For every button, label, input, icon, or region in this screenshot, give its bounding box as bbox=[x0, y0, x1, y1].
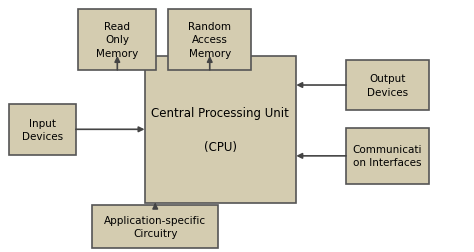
Text: Output
Devices: Output Devices bbox=[367, 74, 408, 97]
FancyBboxPatch shape bbox=[346, 60, 429, 111]
Text: Central Processing Unit

(CPU): Central Processing Unit (CPU) bbox=[152, 106, 289, 153]
FancyBboxPatch shape bbox=[145, 57, 296, 203]
Text: Random
Access
Memory: Random Access Memory bbox=[188, 22, 231, 58]
Text: Communicati
on Interfaces: Communicati on Interfaces bbox=[353, 145, 422, 168]
FancyBboxPatch shape bbox=[168, 10, 251, 71]
Text: Read
Only
Memory: Read Only Memory bbox=[96, 22, 138, 58]
FancyBboxPatch shape bbox=[9, 105, 76, 155]
Text: Input
Devices: Input Devices bbox=[22, 118, 63, 141]
FancyBboxPatch shape bbox=[78, 10, 156, 71]
FancyBboxPatch shape bbox=[92, 205, 218, 248]
Text: Application-specific
Circuitry: Application-specific Circuitry bbox=[104, 215, 206, 238]
FancyBboxPatch shape bbox=[346, 129, 429, 184]
